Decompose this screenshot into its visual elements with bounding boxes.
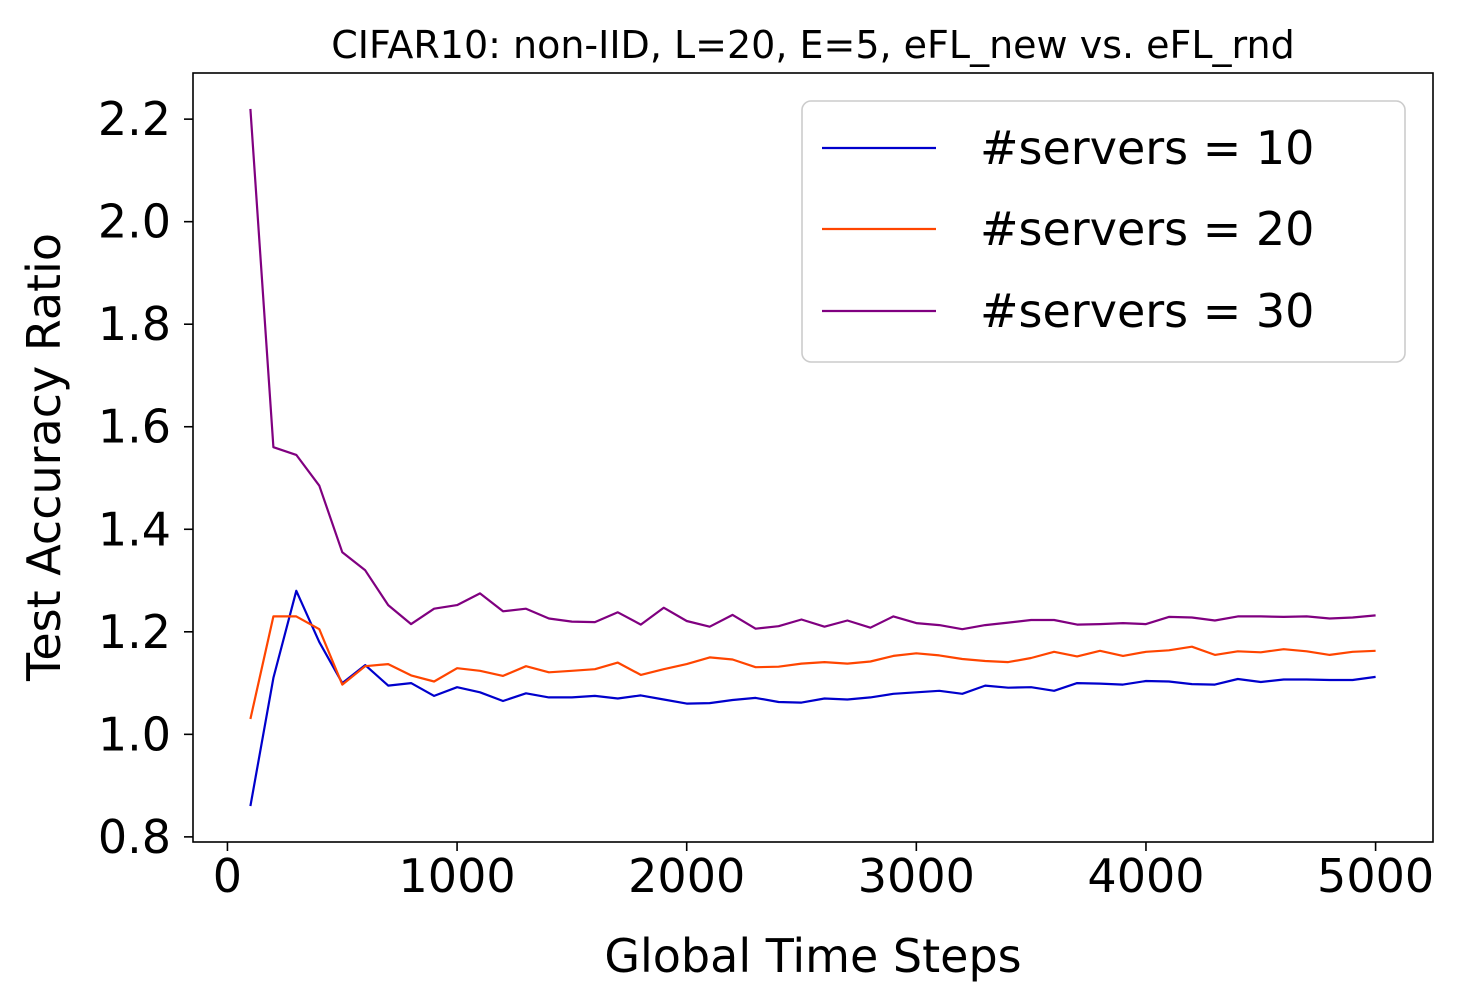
legend-label-1: #servers = 10 (980, 121, 1314, 175)
x-tick-label: 3000 (858, 849, 975, 903)
chart-title: CIFAR10: non-IID, L=20, E=5, eFL_new vs.… (331, 23, 1294, 67)
plot-lines (249, 108, 1376, 807)
y-axis-label: Test Accuracy Ratio (17, 233, 71, 682)
legend: #servers = 10 #servers = 20 #servers = 30 (801, 100, 1406, 363)
series-line-1 (249, 589, 1376, 807)
legend-box (801, 100, 1406, 363)
x-axis-ticks: 0 1000 2000 3000 4000 5000 (213, 842, 1434, 903)
x-axis-label: Global Time Steps (604, 929, 1021, 983)
y-tick-label: 0.8 (98, 810, 171, 864)
legend-items: #servers = 10 #servers = 20 #servers = 30 (822, 121, 1314, 338)
y-tick-label: 2.0 (98, 195, 171, 249)
x-tick-label: 5000 (1317, 849, 1434, 903)
x-tick-label: 0 (213, 849, 242, 903)
y-tick-label: 1.2 (98, 605, 171, 659)
y-tick-label: 2.2 (98, 92, 171, 146)
legend-label-2: #servers = 20 (980, 202, 1314, 256)
plot-frame (192, 72, 1434, 843)
legend-label-3: #servers = 30 (980, 284, 1314, 338)
x-tick-label: 1000 (399, 849, 516, 903)
x-tick-label: 2000 (628, 849, 745, 903)
series-line-2 (249, 615, 1376, 720)
y-tick-label: 1.4 (98, 502, 171, 556)
x-tick-label: 4000 (1087, 849, 1204, 903)
y-tick-label: 1.8 (98, 297, 171, 351)
y-tick-label: 1.0 (98, 707, 171, 761)
series-line-3 (249, 108, 1376, 631)
y-tick-label: 1.6 (98, 400, 171, 454)
y-axis-ticks: 0.8 1.0 1.2 1.4 1.6 1.8 2.0 2.2 (98, 92, 193, 864)
